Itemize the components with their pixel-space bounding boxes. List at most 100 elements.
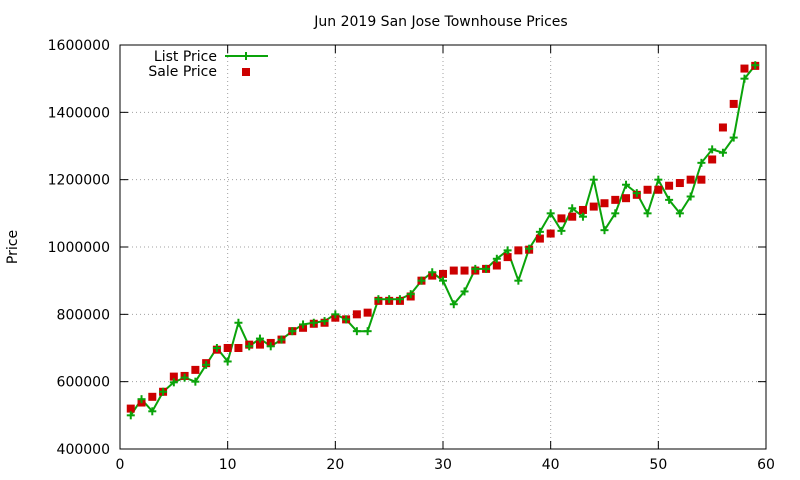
list-price-point — [245, 342, 254, 351]
list-price-point — [589, 175, 598, 184]
list-price-point — [622, 180, 631, 189]
legend-label-sale-price: Sale Price — [148, 64, 217, 80]
sale-price-point — [611, 195, 620, 204]
plot-frame — [119, 44, 767, 450]
list-price-point — [191, 377, 200, 386]
list-price-point — [255, 334, 264, 343]
list-price-point — [514, 276, 523, 285]
y-tick-label: 400000 — [57, 442, 110, 458]
list-price-point — [395, 295, 404, 304]
list-price-point — [460, 287, 469, 296]
list-price-point — [288, 327, 297, 336]
list-price-point — [729, 133, 738, 142]
y-tick-label: 1000000 — [48, 240, 110, 256]
x-tick-label: 30 — [434, 457, 452, 473]
list-price-point — [654, 175, 663, 184]
list-price-point — [202, 360, 211, 369]
sale-price-point — [514, 246, 523, 255]
sale-price-point — [740, 64, 749, 73]
list-price-point — [665, 195, 674, 204]
list-price-point — [675, 209, 684, 218]
list-price-point — [546, 209, 555, 218]
list-price-point — [223, 357, 232, 366]
list-price-point — [568, 204, 577, 213]
sale-price-point — [126, 404, 135, 413]
list-price-point — [342, 315, 351, 324]
sale-price-point — [568, 212, 577, 221]
sale-price-point — [686, 175, 695, 184]
list-price-point — [299, 320, 308, 329]
sale-price-point — [503, 253, 512, 262]
list-price-point — [439, 276, 447, 285]
list-price-point — [266, 342, 275, 351]
list-price-point — [352, 327, 361, 336]
list-price-point — [503, 246, 512, 255]
list-price-point — [320, 317, 329, 326]
sale-price-point — [169, 372, 178, 381]
list-price-point — [148, 407, 157, 416]
legend-swatch-sale-price — [242, 68, 250, 76]
sale-price-point — [352, 310, 361, 319]
x-tick-label: 0 — [116, 457, 125, 473]
sale-price-point — [578, 205, 587, 214]
list-price-point — [718, 148, 727, 157]
sale-price-point — [675, 179, 684, 188]
sale-price-point — [708, 155, 717, 164]
sale-price-point — [589, 202, 598, 211]
y-axis-label: Price — [5, 230, 21, 264]
list-price-point — [751, 61, 760, 70]
legend-label-list-price: List Price — [154, 49, 217, 65]
x-tick-label: 10 — [219, 457, 237, 473]
list-price-point — [492, 254, 501, 263]
list-price-point — [686, 192, 695, 201]
x-tick-label: 50 — [649, 457, 667, 473]
sale-price-point — [729, 99, 738, 108]
list-price-point — [578, 212, 587, 221]
list-price-point — [180, 373, 189, 382]
sale-price-point — [557, 214, 566, 223]
list-price-point — [708, 145, 717, 154]
y-tick-label: 1200000 — [48, 173, 110, 189]
list-price-point — [697, 158, 706, 167]
sale-price-point — [622, 194, 631, 203]
list-price-point — [600, 226, 609, 235]
sale-price-point — [439, 269, 447, 278]
y-tick-label: 600000 — [57, 375, 110, 391]
list-price-point — [331, 310, 340, 319]
list-price-point — [740, 74, 749, 83]
list-price-point — [449, 300, 458, 309]
list-price-point — [374, 295, 383, 304]
list-price-point — [417, 276, 426, 285]
list-price-point — [643, 209, 652, 218]
list-price-point — [428, 268, 437, 277]
list-price-point — [557, 226, 566, 235]
list-price-point — [632, 189, 641, 198]
y-tick-label: 800000 — [57, 307, 110, 323]
list-price-point — [363, 327, 372, 336]
list-price-point — [277, 335, 286, 344]
sale-price-point — [234, 344, 243, 352]
sale-price-point — [665, 181, 674, 190]
legend-marker-list-price — [242, 52, 250, 60]
list-price-point — [234, 318, 243, 327]
sale-price-point — [363, 308, 372, 317]
list-price-point — [406, 290, 415, 299]
chart-title: Jun 2019 San Jose Townhouse Prices — [313, 14, 567, 30]
sale-price-point — [718, 123, 727, 132]
list-price-point — [525, 244, 534, 253]
sale-price-point — [535, 234, 544, 243]
y-tick-label: 1400000 — [48, 105, 110, 121]
sale-price-point — [223, 344, 232, 352]
sale-price-point — [643, 185, 652, 194]
sale-price-point — [449, 266, 458, 275]
y-tick-label: 1600000 — [48, 38, 110, 54]
grid-layer — [120, 45, 766, 449]
sale-price-point — [600, 199, 609, 208]
sale-price-point — [148, 392, 157, 401]
x-tick-label: 40 — [542, 457, 560, 473]
sale-price-point — [492, 261, 501, 270]
sale-price-point — [191, 365, 200, 374]
list-price-point — [169, 378, 178, 387]
